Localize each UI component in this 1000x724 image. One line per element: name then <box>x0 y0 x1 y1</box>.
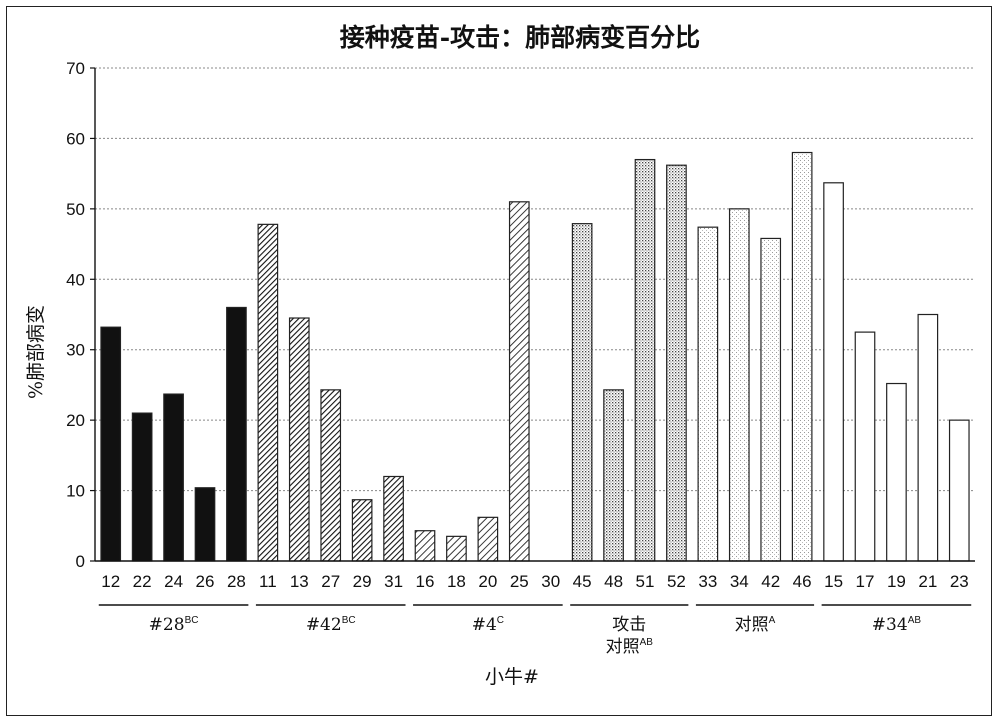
x-tick-label: 19 <box>887 572 906 591</box>
y-tick-label: 50 <box>66 200 85 219</box>
x-tick-label: 12 <box>101 572 120 591</box>
x-tick-labels: 12 22 24 26 28 11 13 27 29 31 16 18 20 25 30 45 48 51 52 33… <box>101 572 968 591</box>
x-tick-label: 45 <box>573 572 592 591</box>
group-label: #4C <box>472 615 504 635</box>
bar-11 <box>258 224 277 561</box>
x-axis-label: 小牛# <box>485 666 539 688</box>
x-tick-label: 52 <box>667 572 686 591</box>
x-tick-label: 21 <box>918 572 937 591</box>
x-tick-label: 13 <box>290 572 309 591</box>
y-tick-label: 60 <box>66 129 85 148</box>
x-tick-label: 17 <box>856 572 875 591</box>
bar-23 <box>950 420 969 561</box>
bar-34 <box>730 209 749 561</box>
y-tick-label: 40 <box>66 270 85 289</box>
bar-48 <box>604 390 623 561</box>
x-tick-label: 24 <box>164 572 183 591</box>
y-axis-label: %肺部病变 <box>25 305 47 399</box>
x-tick-label: 15 <box>824 572 843 591</box>
x-tick-label: 46 <box>793 572 812 591</box>
bar-17 <box>855 332 874 561</box>
y-tick-label: 10 <box>66 482 85 501</box>
bars <box>101 153 969 561</box>
x-tick-label: 23 <box>950 572 969 591</box>
bar-33 <box>698 227 717 561</box>
group-label: 攻击 <box>612 615 646 635</box>
x-tick-label: 16 <box>416 572 435 591</box>
group-labels: #28BC #42BC #4C 攻击对照AB 对照A #34AB <box>99 605 971 657</box>
x-tick-label: 20 <box>478 572 497 591</box>
x-tick-label: 25 <box>510 572 529 591</box>
x-tick-label: 51 <box>636 572 655 591</box>
bar-19 <box>887 384 906 561</box>
bar-46 <box>792 153 811 561</box>
x-tick-label: 26 <box>196 572 215 591</box>
bar-45 <box>572 224 591 561</box>
bar-51 <box>635 160 654 561</box>
x-tick-label: 30 <box>541 572 560 591</box>
bar-28 <box>227 307 246 561</box>
x-tick-label: 11 <box>259 572 277 591</box>
bar-21 <box>918 315 937 562</box>
x-tick-label: 33 <box>698 572 717 591</box>
group-label: #34AB <box>872 615 922 635</box>
y-tick-label: 70 <box>66 59 85 78</box>
y-tick-label: 30 <box>66 341 85 360</box>
group-label: #28BC <box>149 615 199 635</box>
x-tick-label: 27 <box>321 572 340 591</box>
x-tick-label: 48 <box>604 572 623 591</box>
bar-22 <box>132 413 151 561</box>
group-label: 对照A <box>735 615 776 635</box>
y-tick-label: 20 <box>66 411 85 430</box>
bar-16 <box>415 531 434 561</box>
bar-18 <box>447 536 466 561</box>
x-tick-label: 34 <box>730 572 749 591</box>
bar-12 <box>101 327 120 561</box>
bar-27 <box>321 390 340 561</box>
x-tick-label: 28 <box>227 572 246 591</box>
x-tick-label: 31 <box>384 572 403 591</box>
bar-20 <box>478 517 497 561</box>
x-tick-label: 42 <box>761 572 780 591</box>
bar-15 <box>824 183 843 561</box>
y-tick-labels: 0 10 20 30 40 50 60 70 <box>66 59 85 571</box>
x-tick-label: 29 <box>353 572 372 591</box>
bar-26 <box>195 488 214 561</box>
group-label: #42BC <box>306 615 356 635</box>
y-tick-label: 0 <box>76 552 85 571</box>
bar-29 <box>352 500 371 561</box>
bar-25 <box>510 202 529 561</box>
bar-31 <box>384 476 403 561</box>
chart-title: 接种疫苗-攻击：肺部病变百分比 <box>340 23 700 52</box>
group-label-line2: 对照AB <box>606 637 654 657</box>
x-tick-label: 18 <box>447 572 466 591</box>
bar-52 <box>667 165 686 561</box>
bar-42 <box>761 238 780 561</box>
bar-13 <box>290 318 309 561</box>
x-tick-label: 22 <box>133 572 152 591</box>
bar-24 <box>164 394 183 561</box>
